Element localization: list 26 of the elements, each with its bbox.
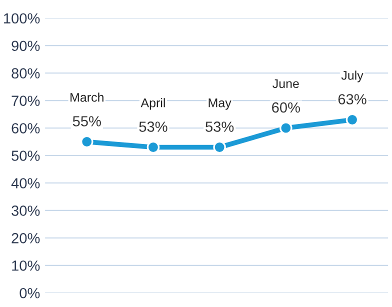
data-label: 63% <box>338 94 366 104</box>
y-tick-label: 100% <box>4 13 40 24</box>
data-label: 53% <box>139 122 168 132</box>
y-tick-label: 50% <box>12 150 40 161</box>
y-tick-label: 70% <box>12 96 40 106</box>
y-tick-label: 60% <box>12 123 40 134</box>
point <box>80 135 94 148</box>
data-label: 60% <box>272 102 300 113</box>
x-tick-label: July <box>341 70 364 82</box>
y-tick-label: 0% <box>20 288 40 298</box>
data-label: 55% <box>72 116 101 126</box>
y-tick-label: 10% <box>12 260 40 271</box>
x-tick-label: May <box>208 98 232 110</box>
x-tick-label: April <box>140 98 165 110</box>
point <box>280 122 292 134</box>
y-tick-label: 20% <box>12 233 40 244</box>
y-tick-label: 30% <box>12 206 40 216</box>
y-tick-label: 90% <box>12 40 40 52</box>
x-tick-label: March <box>70 92 104 102</box>
y-tick-label: 40% <box>11 178 40 188</box>
point <box>146 140 160 154</box>
point <box>213 140 226 154</box>
x-tick-label: June <box>272 79 299 88</box>
point <box>346 113 359 126</box>
data-label: 53% <box>206 122 234 132</box>
y-tick-label: 80% <box>12 68 40 78</box>
